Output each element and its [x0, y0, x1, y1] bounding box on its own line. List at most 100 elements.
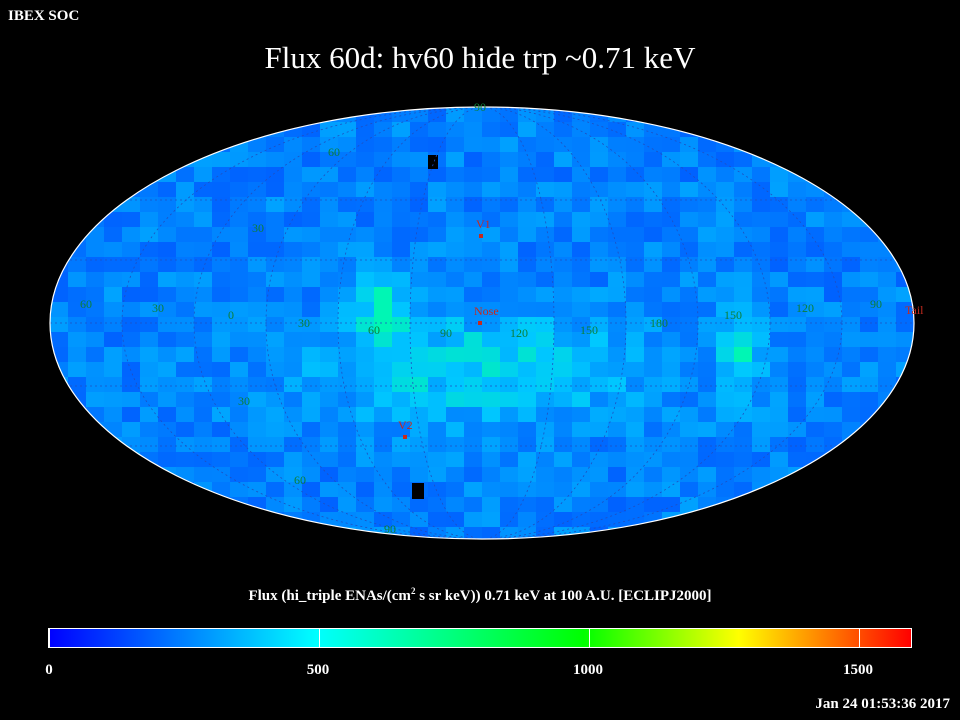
flux-pixel: [230, 317, 249, 333]
flux-pixel: [536, 332, 555, 348]
flux-pixel: [446, 212, 465, 228]
flux-pixel: [662, 317, 681, 333]
flux-pixel: [158, 287, 177, 303]
flux-pixel: [536, 257, 555, 273]
flux-pixel: [788, 317, 807, 333]
flux-pixel: [446, 182, 465, 198]
flux-pixel: [410, 362, 429, 378]
flux-pixel: [590, 482, 609, 498]
flux-pixel: [500, 452, 519, 468]
flux-pixel: [302, 317, 321, 333]
flux-pixel: [482, 257, 501, 273]
flux-pixel: [104, 257, 123, 273]
flux-pixel: [608, 227, 627, 243]
v1-marker: [479, 234, 483, 238]
flux-pixel: [158, 197, 177, 213]
flux-pixel: [500, 377, 519, 393]
flux-pixel: [590, 437, 609, 453]
flux-pixel: [122, 392, 141, 408]
flux-pixel: [590, 122, 609, 138]
flux-pixel: [392, 272, 411, 288]
flux-pixel: [356, 482, 375, 498]
flux-pixel: [752, 422, 771, 438]
flux-pixel: [158, 437, 177, 453]
flux-pixel: [230, 392, 249, 408]
flux-pixel: [356, 167, 375, 183]
flux-pixel: [644, 257, 663, 273]
flux-pixel: [284, 467, 303, 483]
flux-pixel: [572, 452, 591, 468]
flux-pixel: [338, 152, 357, 168]
flux-pixel: [608, 197, 627, 213]
flux-pixel: [284, 407, 303, 423]
flux-pixel: [464, 362, 483, 378]
flux-pixel: [536, 182, 555, 198]
flux-pixel: [806, 257, 825, 273]
flux-pixel: [554, 182, 573, 198]
flux-pixel: [338, 167, 357, 183]
flux-pixel: [320, 377, 339, 393]
flux-pixel: [68, 347, 87, 363]
flux-pixel: [428, 422, 447, 438]
flux-pixel: [824, 347, 843, 363]
flux-pixel: [752, 452, 771, 468]
flux-pixel: [698, 347, 717, 363]
flux-pixel: [536, 482, 555, 498]
brand-label: IBEX SOC: [8, 8, 80, 24]
flux-pixel: [230, 377, 249, 393]
flux-pixel: [338, 407, 357, 423]
flux-pixel: [248, 497, 267, 513]
flux-pixel: [428, 257, 447, 273]
flux-pixel: [806, 347, 825, 363]
flux-pixel: [896, 302, 914, 318]
flux-pixel: [518, 272, 537, 288]
flux-pixel: [356, 512, 375, 528]
lat-label: 90: [474, 100, 486, 114]
flux-pixel: [230, 197, 249, 213]
flux-pixel: [590, 167, 609, 183]
flux-pixel: [410, 137, 429, 153]
flux-pixel: [734, 182, 753, 198]
flux-pixel: [194, 167, 213, 183]
flux-pixel: [248, 347, 267, 363]
flux-pixel: [446, 137, 465, 153]
flux-pixel: [734, 347, 753, 363]
flux-pixel: [572, 377, 591, 393]
flux-pixel: [770, 242, 789, 258]
flux-pixel: [770, 407, 789, 423]
flux-pixel: [410, 122, 429, 138]
flux-pixel: [518, 242, 537, 258]
flux-pixel: [464, 302, 483, 318]
flux-pixel: [680, 197, 699, 213]
flux-pixel: [536, 422, 555, 438]
flux-pixel: [176, 152, 195, 168]
flux-pixel: [104, 347, 123, 363]
flux-pixel: [68, 242, 87, 258]
flux-pixel: [644, 317, 663, 333]
flux-pixel: [212, 167, 231, 183]
flux-pixel: [662, 377, 681, 393]
flux-pixel: [122, 422, 141, 438]
flux-pixel: [176, 257, 195, 273]
flux-pixel: [320, 347, 339, 363]
tail-label: Tail: [905, 303, 924, 317]
flux-pixel: [878, 242, 897, 258]
flux-pixel: [284, 287, 303, 303]
flux-pixel: [266, 467, 285, 483]
flux-pixel: [284, 362, 303, 378]
flux-pixel: [644, 167, 663, 183]
flux-pixel: [500, 437, 519, 453]
flux-pixel: [482, 137, 501, 153]
flux-pixel: [788, 422, 807, 438]
flux-pixel: [464, 212, 483, 228]
flux-pixel: [374, 362, 393, 378]
flux-pixel: [176, 317, 195, 333]
flux-pixel: [230, 302, 249, 318]
flux-pixel: [302, 377, 321, 393]
flux-pixel: [392, 212, 411, 228]
lon-label: 90: [440, 326, 452, 340]
flux-pixel: [446, 287, 465, 303]
flux-pixel: [374, 287, 393, 303]
flux-pixel: [374, 482, 393, 498]
flux-pixel: [392, 287, 411, 303]
